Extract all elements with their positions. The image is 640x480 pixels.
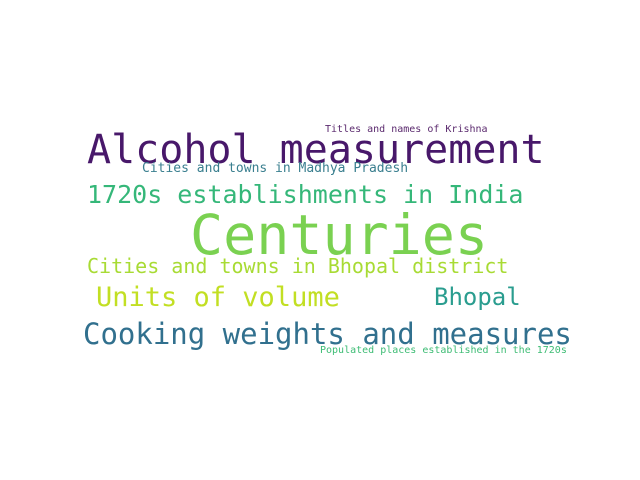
word-bhopal: Bhopal [434,283,521,311]
word-1720s-establishments: 1720s establishments in India [87,180,524,209]
word-centuries: Centuries [190,203,489,267]
word-units-of-volume: Units of volume [96,282,340,313]
word-titles-krishna: Titles and names of Krishna [325,124,488,135]
word-alcohol-measurement: Alcohol measurement [87,127,545,173]
word-populated-places-1720s: Populated places established in the 1720… [320,345,567,356]
word-cities-madhya-pradesh: Cities and towns in Madhya Pradesh [142,161,409,176]
word-cooking-weights: Cooking weights and measures [83,317,572,351]
word-cities-bhopal-district: Cities and towns in Bhopal district [87,254,509,278]
